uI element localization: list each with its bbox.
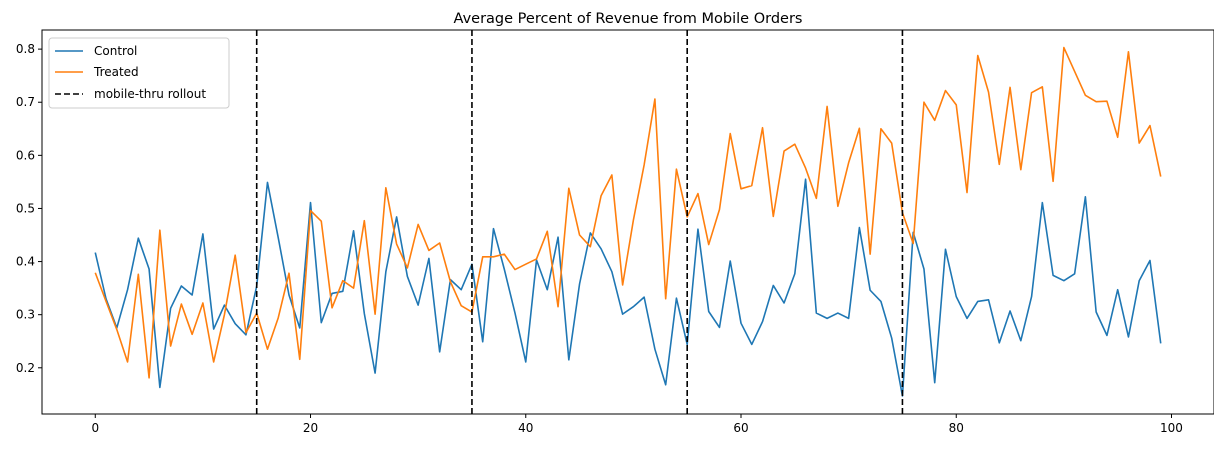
x-axis: 0 20 40 60 80 100 <box>91 414 1183 435</box>
series-line-treated <box>94 46 1162 379</box>
y-tick-label: 0.2 <box>16 361 35 375</box>
chart-title: Average Percent of Revenue from Mobile O… <box>454 11 803 27</box>
x-tick-label: 100 <box>1160 421 1183 435</box>
legend: Control Treated mobile-thru rollout <box>48 37 230 109</box>
legend-box <box>48 37 230 109</box>
y-tick-label: 0.3 <box>16 308 35 322</box>
y-axis: 0.2 0.3 0.4 0.5 0.6 0.7 0.8 <box>16 42 42 375</box>
axes-frame <box>41 29 1214 415</box>
x-tick-label: 40 <box>518 421 533 435</box>
rollout-layer <box>255 30 904 414</box>
y-tick-label: 0.8 <box>16 42 35 56</box>
legend-label-control: Control <box>94 44 137 58</box>
x-tick-label: 60 <box>733 421 748 435</box>
plot-area <box>41 29 1214 415</box>
y-tick-label: 0.5 <box>16 201 35 215</box>
series-line-control <box>94 178 1162 397</box>
x-tick-label: 20 <box>303 421 318 435</box>
legend-label-treated: Treated <box>93 65 139 79</box>
x-tick-label: 0 <box>91 421 99 435</box>
x-tick-label: 80 <box>949 421 964 435</box>
y-tick-label: 0.7 <box>16 95 35 109</box>
legend-label-rollout: mobile-thru rollout <box>94 87 206 101</box>
y-tick-label: 0.6 <box>16 148 35 162</box>
y-tick-label: 0.4 <box>16 255 35 269</box>
series-layer <box>94 46 1162 397</box>
